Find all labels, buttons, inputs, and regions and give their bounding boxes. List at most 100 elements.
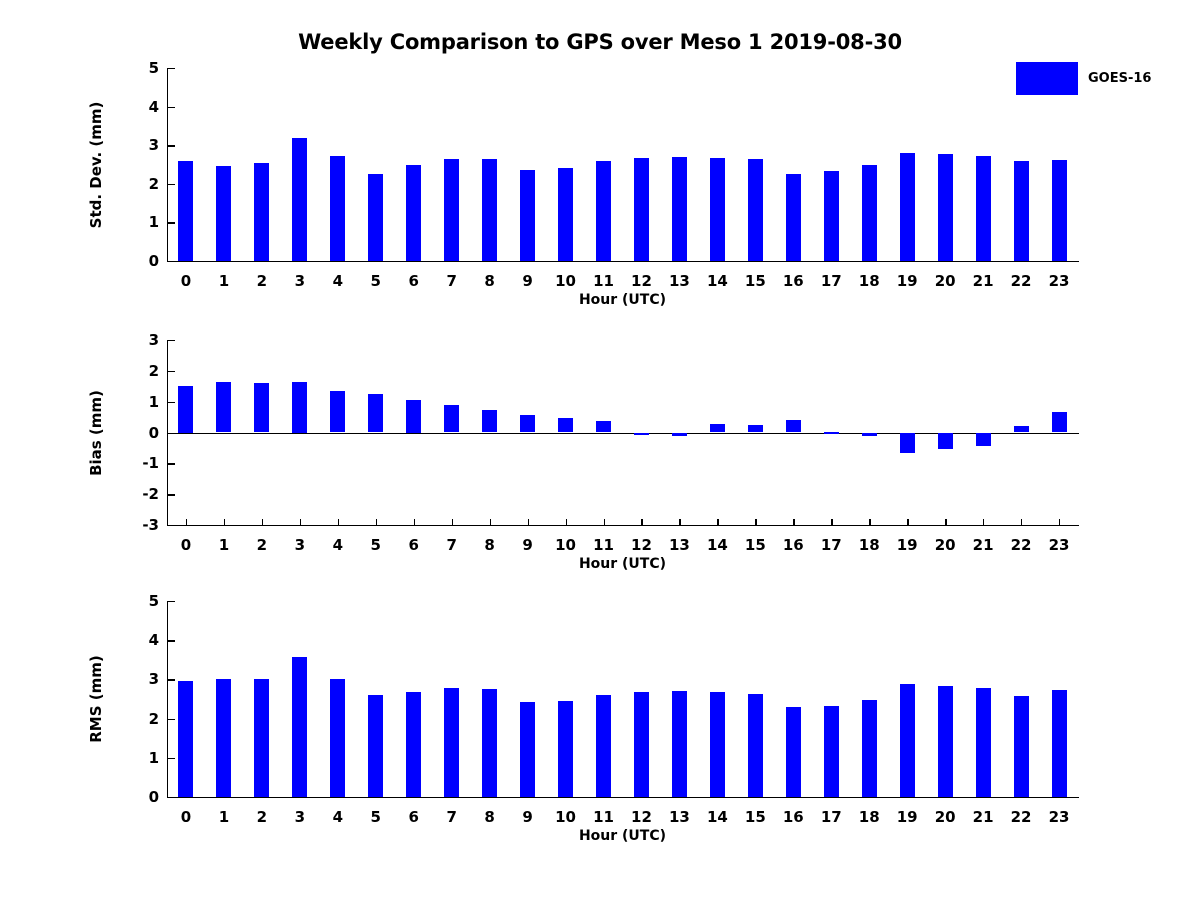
x-ticklabel-rms-23: 23 (1048, 808, 1070, 826)
y-tick-bias-2 (168, 463, 175, 465)
x-tick-bias-14 (717, 519, 719, 526)
x-ticklabel-bias-12: 12 (631, 536, 652, 554)
legend-label-goes16: GOES-16 (1088, 71, 1152, 86)
y-ticklabel-rms-0: 0 (148, 788, 159, 806)
y-ticklabel-std-dev-1: 1 (148, 213, 159, 232)
y-tick-rms-2 (168, 718, 175, 720)
x-axis-title-std-dev: Hour (UTC) (578, 292, 667, 308)
y-tick-std-dev-2 (168, 183, 175, 186)
x-tick-bias-16 (793, 519, 795, 526)
y-ticklabel-rms-4: 4 (148, 631, 159, 650)
bar-bias-hour-17 (823, 431, 839, 434)
y-tick-std-dev-4 (168, 106, 175, 108)
bar-rms-hour-18 (861, 699, 877, 797)
x-tick-bias-5 (375, 519, 378, 526)
x-ticklabel-bias-7: 7 (446, 536, 457, 554)
y-ticklabel-bias-6: 3 (148, 331, 159, 349)
bar-rms-hour-6 (406, 691, 422, 797)
y-ticklabel-std-dev-2: 2 (148, 174, 159, 193)
bar-std-dev-hour-1 (216, 165, 232, 261)
x-ticklabel-rms-7: 7 (446, 808, 457, 826)
bar-std-dev-hour-17 (823, 170, 839, 261)
x-ticklabel-bias-11: 11 (593, 536, 614, 554)
x-tick-bias-12 (641, 519, 643, 526)
x-ticklabel-rms-5: 5 (370, 808, 381, 826)
y-axis-title-rms: RMS (mm) (87, 655, 105, 743)
bar-rms-hour-21 (975, 688, 991, 797)
x-ticklabel-bias-14: 14 (706, 536, 728, 554)
y-ticklabel-bias-4: 1 (148, 392, 159, 411)
y-tick-rms-3 (168, 679, 175, 681)
bar-bias-hour-0 (178, 386, 194, 433)
x-ticklabel-rms-6: 6 (408, 808, 419, 826)
bar-std-dev-hour-19 (899, 153, 915, 261)
bar-std-dev-hour-6 (406, 164, 422, 261)
x-ticklabel-rms-11: 11 (593, 808, 614, 826)
bar-bias-hour-23 (1051, 411, 1067, 433)
bar-std-dev-hour-20 (937, 154, 953, 261)
x-ticklabel-std-dev-16: 16 (782, 272, 804, 290)
x-tick-bias-15 (755, 519, 757, 526)
y-ticklabel-std-dev-0: 0 (148, 252, 159, 270)
x-ticklabel-bias-1: 1 (218, 536, 230, 554)
legend-swatch-goes16 (1016, 62, 1078, 95)
x-ticklabel-bias-9: 9 (522, 536, 533, 554)
bar-rms-hour-0 (178, 680, 194, 797)
x-tick-bias-0 (185, 519, 188, 526)
bar-bias-hour-19 (899, 432, 915, 454)
bar-rms-hour-10 (558, 700, 574, 797)
x-ticklabel-std-dev-1: 1 (218, 272, 230, 290)
x-ticklabel-std-dev-0: 0 (180, 272, 192, 290)
x-tick-bias-17 (831, 519, 833, 526)
x-ticklabel-bias-8: 8 (484, 536, 495, 554)
x-ticklabel-std-dev-2: 2 (256, 272, 268, 290)
bar-rms-hour-11 (596, 695, 612, 797)
x-ticklabel-bias-3: 3 (294, 536, 306, 554)
bar-rms-hour-1 (216, 679, 232, 797)
bar-std-dev-hour-8 (482, 158, 498, 261)
bar-std-dev-hour-22 (1013, 160, 1029, 261)
x-ticklabel-rms-12: 12 (631, 808, 652, 826)
x-tick-bias-6 (413, 519, 416, 526)
bar-bias-hour-21 (975, 432, 991, 447)
y-tick-std-dev-0 (168, 261, 175, 263)
y-tick-std-dev-5 (168, 68, 175, 70)
x-ticklabel-std-dev-10: 10 (555, 272, 576, 290)
x-ticklabel-bias-5: 5 (370, 536, 381, 554)
y-ticklabel-std-dev-5: 5 (148, 59, 159, 77)
y-tick-rms-4 (168, 640, 175, 642)
x-ticklabel-bias-18: 18 (858, 536, 880, 554)
page-title: Weekly Comparison to GPS over Meso 1 201… (298, 30, 902, 54)
x-ticklabel-bias-19: 19 (896, 536, 918, 554)
x-ticklabel-rms-0: 0 (180, 808, 192, 826)
bar-std-dev-hour-12 (633, 157, 649, 261)
x-ticklabel-std-dev-11: 11 (593, 272, 614, 290)
chart-legend: GOES-16 (1016, 62, 1151, 95)
bar-std-dev-hour-21 (975, 155, 991, 261)
x-axis-title-bias: Hour (UTC) (578, 556, 667, 572)
bar-bias-hour-14 (709, 424, 725, 433)
x-ticklabel-std-dev-7: 7 (446, 272, 457, 290)
x-ticklabel-bias-20: 20 (934, 536, 956, 554)
bar-bias-hour-13 (671, 432, 687, 436)
x-tick-bias-20 (945, 519, 947, 526)
x-axis-line-rms (167, 797, 1079, 799)
x-ticklabel-bias-17: 17 (820, 536, 842, 554)
y-axis-line-std-dev (167, 68, 169, 262)
bar-std-dev-hour-16 (785, 174, 801, 261)
x-ticklabel-std-dev-21: 21 (972, 272, 994, 290)
bar-bias-hour-20 (937, 432, 953, 449)
x-ticklabel-bias-16: 16 (782, 536, 804, 554)
y-ticklabel-rms-1: 1 (148, 748, 159, 767)
bar-bias-hour-16 (785, 420, 801, 433)
x-ticklabel-std-dev-13: 13 (669, 272, 690, 290)
y-ticklabel-bias-2: -1 (142, 454, 159, 473)
x-ticklabel-std-dev-4: 4 (332, 272, 344, 290)
bar-bias-hour-3 (292, 381, 308, 433)
bar-rms-hour-4 (330, 678, 346, 797)
x-tick-bias-7 (451, 519, 454, 526)
x-ticklabel-bias-21: 21 (972, 536, 994, 554)
